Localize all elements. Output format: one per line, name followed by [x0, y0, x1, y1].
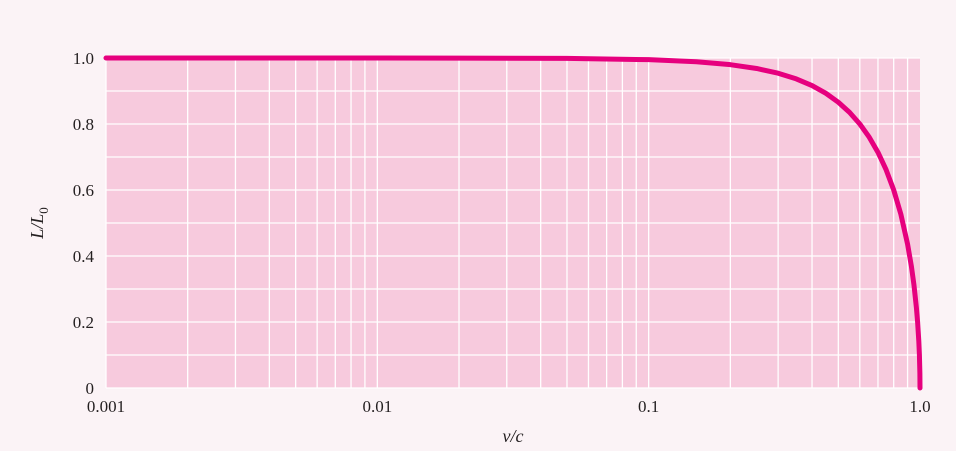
y-axis-label: L/L0 [27, 207, 51, 240]
y-tick-labels: 0 0.2 0.4 0.6 0.8 1.0 [73, 49, 95, 398]
x-tick-labels: 0.001 0.01 0.1 1.0 [87, 397, 931, 416]
grid [105, 57, 920, 389]
data-curve [103, 55, 923, 391]
y-tick-label: 0 [86, 379, 95, 398]
x-tick-label: 0.1 [638, 397, 659, 416]
y-axis-label-group: L/L0 [27, 207, 51, 240]
x-axis-label: v/c [503, 426, 524, 446]
y-axis-label-main: L/L [27, 214, 47, 240]
x-tick-label: 0.001 [87, 397, 125, 416]
x-tick-label: 1.0 [909, 397, 930, 416]
y-tick-label: 0.6 [73, 181, 94, 200]
y-tick-label: 0.8 [73, 115, 94, 134]
y-axis-label-sub: 0 [36, 207, 51, 214]
y-tick-label: 0.2 [73, 313, 94, 332]
y-tick-label: 1.0 [73, 49, 94, 68]
y-tick-label: 0.4 [73, 247, 95, 266]
x-tick-label: 0.01 [362, 397, 392, 416]
